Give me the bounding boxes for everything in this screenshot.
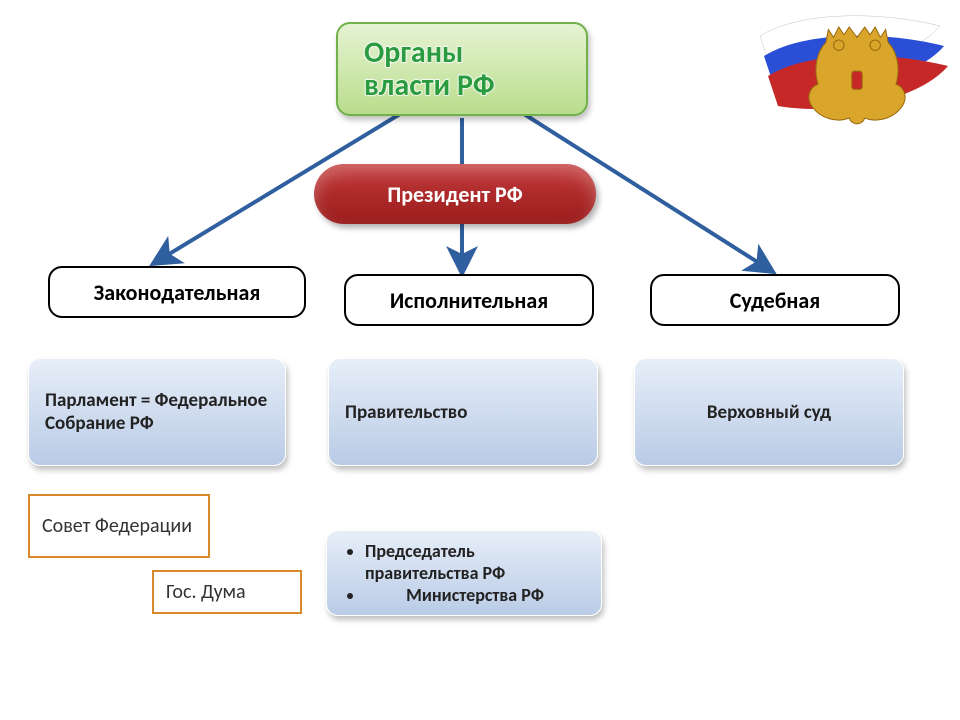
bullet-item: Председатель правительства РФ — [365, 540, 585, 584]
orange-label: Совет Федерации — [42, 514, 192, 538]
sub-state-duma: Гос. Дума — [152, 570, 302, 614]
root-line2: власти РФ — [364, 69, 495, 102]
sub-council-federation: Совет Федерации — [28, 494, 210, 558]
body-label: Верховный суд — [707, 401, 831, 424]
president-node: Президент РФ — [314, 164, 596, 224]
root-line1: Органы — [364, 36, 463, 69]
president-label: Президент РФ — [387, 181, 522, 208]
body-label: Парламент = Федеральное Собрание РФ — [45, 389, 269, 435]
branch-label: Исполнительная — [390, 287, 548, 314]
emblem-decor — [792, 14, 922, 144]
body-parliament: Парламент = Федеральное Собрание РФ — [28, 358, 286, 466]
branch-label: Судебная — [730, 287, 820, 314]
root-node: Органы власти РФ — [336, 22, 588, 116]
diagram-canvas: Органы власти РФ Президент РФ Законодате… — [0, 0, 960, 720]
orange-label: Гос. Дума — [166, 580, 246, 604]
branch-executive: Исполнительная — [344, 274, 594, 326]
body-supreme-court: Верховный суд — [634, 358, 904, 466]
bullet-list: Председатель правительства РФ Министерст… — [343, 540, 585, 606]
body-government: Правительство — [328, 358, 598, 466]
branch-label: Законодательная — [94, 279, 261, 306]
branch-judicial: Судебная — [650, 274, 900, 326]
body-label: Правительство — [345, 401, 467, 424]
branch-legislative: Законодательная — [48, 266, 306, 318]
bullet-item: Министерства РФ — [365, 584, 585, 606]
sub-government-details: Председатель правительства РФ Министерст… — [326, 530, 602, 616]
